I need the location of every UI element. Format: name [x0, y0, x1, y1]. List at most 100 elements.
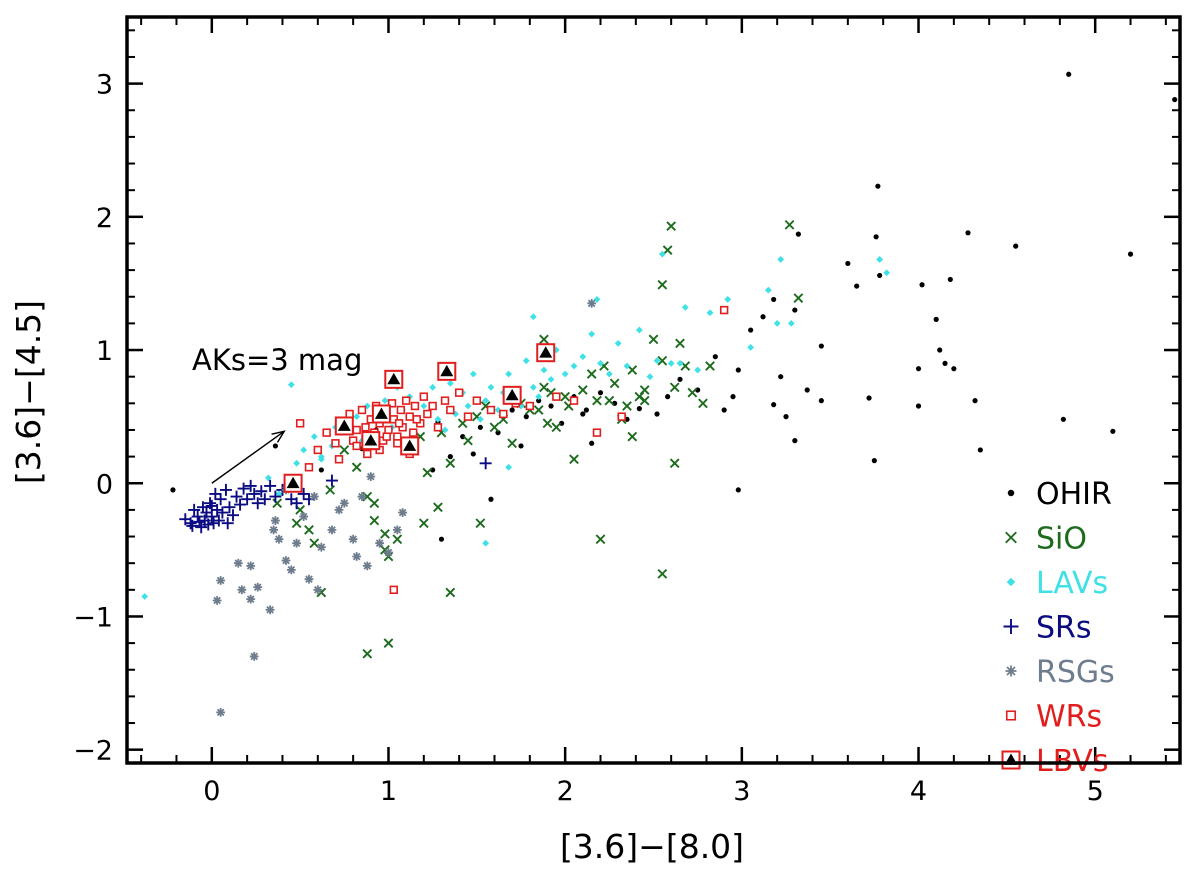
x-mark [698, 398, 708, 409]
data-point-rsgs [274, 534, 284, 544]
x-mark [604, 395, 615, 406]
diamond-mark [317, 455, 325, 463]
data-point-ohir [778, 374, 784, 380]
series-ohir [170, 71, 1178, 542]
diamond-mark [529, 313, 537, 321]
data-point-rsgs [269, 525, 279, 535]
data-point-ohir [845, 260, 851, 267]
diamond-mark [764, 286, 772, 294]
diamond-mark [552, 346, 560, 354]
x-mark [627, 365, 638, 375]
data-point-sio [369, 515, 380, 526]
x-mark [560, 391, 571, 402]
x-mark [445, 458, 456, 469]
asterisk-mark [348, 534, 358, 544]
x-mark [339, 445, 350, 455]
diamond-mark [561, 370, 569, 378]
data-point-wrs [440, 396, 450, 405]
data-point-lavs [764, 286, 772, 294]
dot-mark [721, 407, 727, 413]
x-mark [577, 385, 588, 395]
plus-mark [325, 474, 338, 487]
data-point-lavs [517, 402, 525, 410]
diamond-mark [275, 490, 283, 498]
data-point-wrs [322, 428, 331, 437]
data-point-wrs [313, 445, 323, 455]
data-point-lavs [353, 413, 361, 421]
data-point-sio [577, 385, 588, 395]
diamond-mark [505, 463, 513, 471]
y-axis-title: [3.6]−[4.5] [9, 300, 48, 484]
dot-mark [972, 398, 978, 404]
data-point-ohir [783, 414, 789, 420]
x-mark [542, 418, 553, 429]
asterisk-mark [392, 525, 402, 535]
plus-mark [212, 514, 225, 527]
legend-label-ohir: OHIR [1036, 477, 1112, 512]
square-mark [409, 428, 418, 437]
asterisk-mark [216, 576, 226, 585]
dot-mark [804, 387, 810, 393]
data-point-wrs [409, 428, 418, 437]
data-point-rsgs [265, 605, 275, 615]
data-point-sio [639, 385, 650, 395]
asterisk-mark [309, 492, 319, 501]
data-point-srs [269, 490, 282, 503]
dot-mark [915, 366, 922, 372]
dot-mark [677, 376, 683, 382]
square-mark [463, 412, 473, 421]
data-point-rsgs [398, 508, 408, 517]
data-point-rsgs [587, 299, 597, 308]
diamond-mark [876, 256, 884, 263]
data-point-ohir [854, 283, 860, 289]
data-point-rsgs [271, 516, 280, 525]
square-mark [361, 423, 370, 432]
data-point-srs [234, 498, 247, 511]
asterisk-mark [587, 299, 597, 308]
data-point-wrs [525, 401, 535, 411]
data-point-ohir [871, 458, 877, 464]
x-mark [362, 648, 373, 659]
data-point-srs [191, 510, 204, 523]
x-mark [627, 431, 638, 442]
x-mark [272, 498, 283, 509]
data-point-lavs [623, 362, 631, 370]
data-point-srs [205, 499, 218, 512]
data-point-lavs [529, 383, 537, 391]
data-point-wrs [419, 392, 429, 401]
dot-mark [818, 343, 824, 349]
lbv-triangle-mark [440, 364, 454, 377]
x-mark [309, 538, 320, 549]
data-point-sio [627, 431, 638, 442]
square-mark [433, 423, 443, 432]
plus-mark [244, 479, 257, 492]
dot-mark [951, 366, 957, 372]
x-mark [539, 382, 549, 393]
dot-mark [536, 398, 542, 404]
square-mark [382, 432, 391, 441]
data-point-ohir [771, 402, 777, 408]
legend-label-lavs: LAVs [1036, 566, 1108, 601]
dot-mark [915, 403, 922, 409]
plot-frame [125, 15, 1182, 765]
diamond-mark [505, 370, 513, 378]
data-point-wrs [304, 463, 314, 472]
dot-mark [712, 354, 718, 360]
asterisk-mark [292, 538, 302, 548]
dot-mark [877, 272, 883, 279]
x-mark [609, 378, 620, 389]
diamond-mark [597, 359, 604, 367]
dot-mark [1066, 71, 1072, 77]
square-mark [419, 392, 429, 401]
dot-mark [654, 411, 660, 417]
diamond-mark [540, 366, 548, 374]
dot-mark [1172, 96, 1178, 103]
asterisk-mark [281, 556, 291, 565]
data-point-wrs [499, 409, 508, 419]
dot-mark [438, 536, 445, 542]
dot-mark [965, 230, 971, 236]
legend-marker-lavs [1006, 577, 1016, 587]
data-point-ohir [951, 366, 957, 372]
plus-mark [234, 498, 247, 511]
data-point-sio [304, 525, 314, 535]
